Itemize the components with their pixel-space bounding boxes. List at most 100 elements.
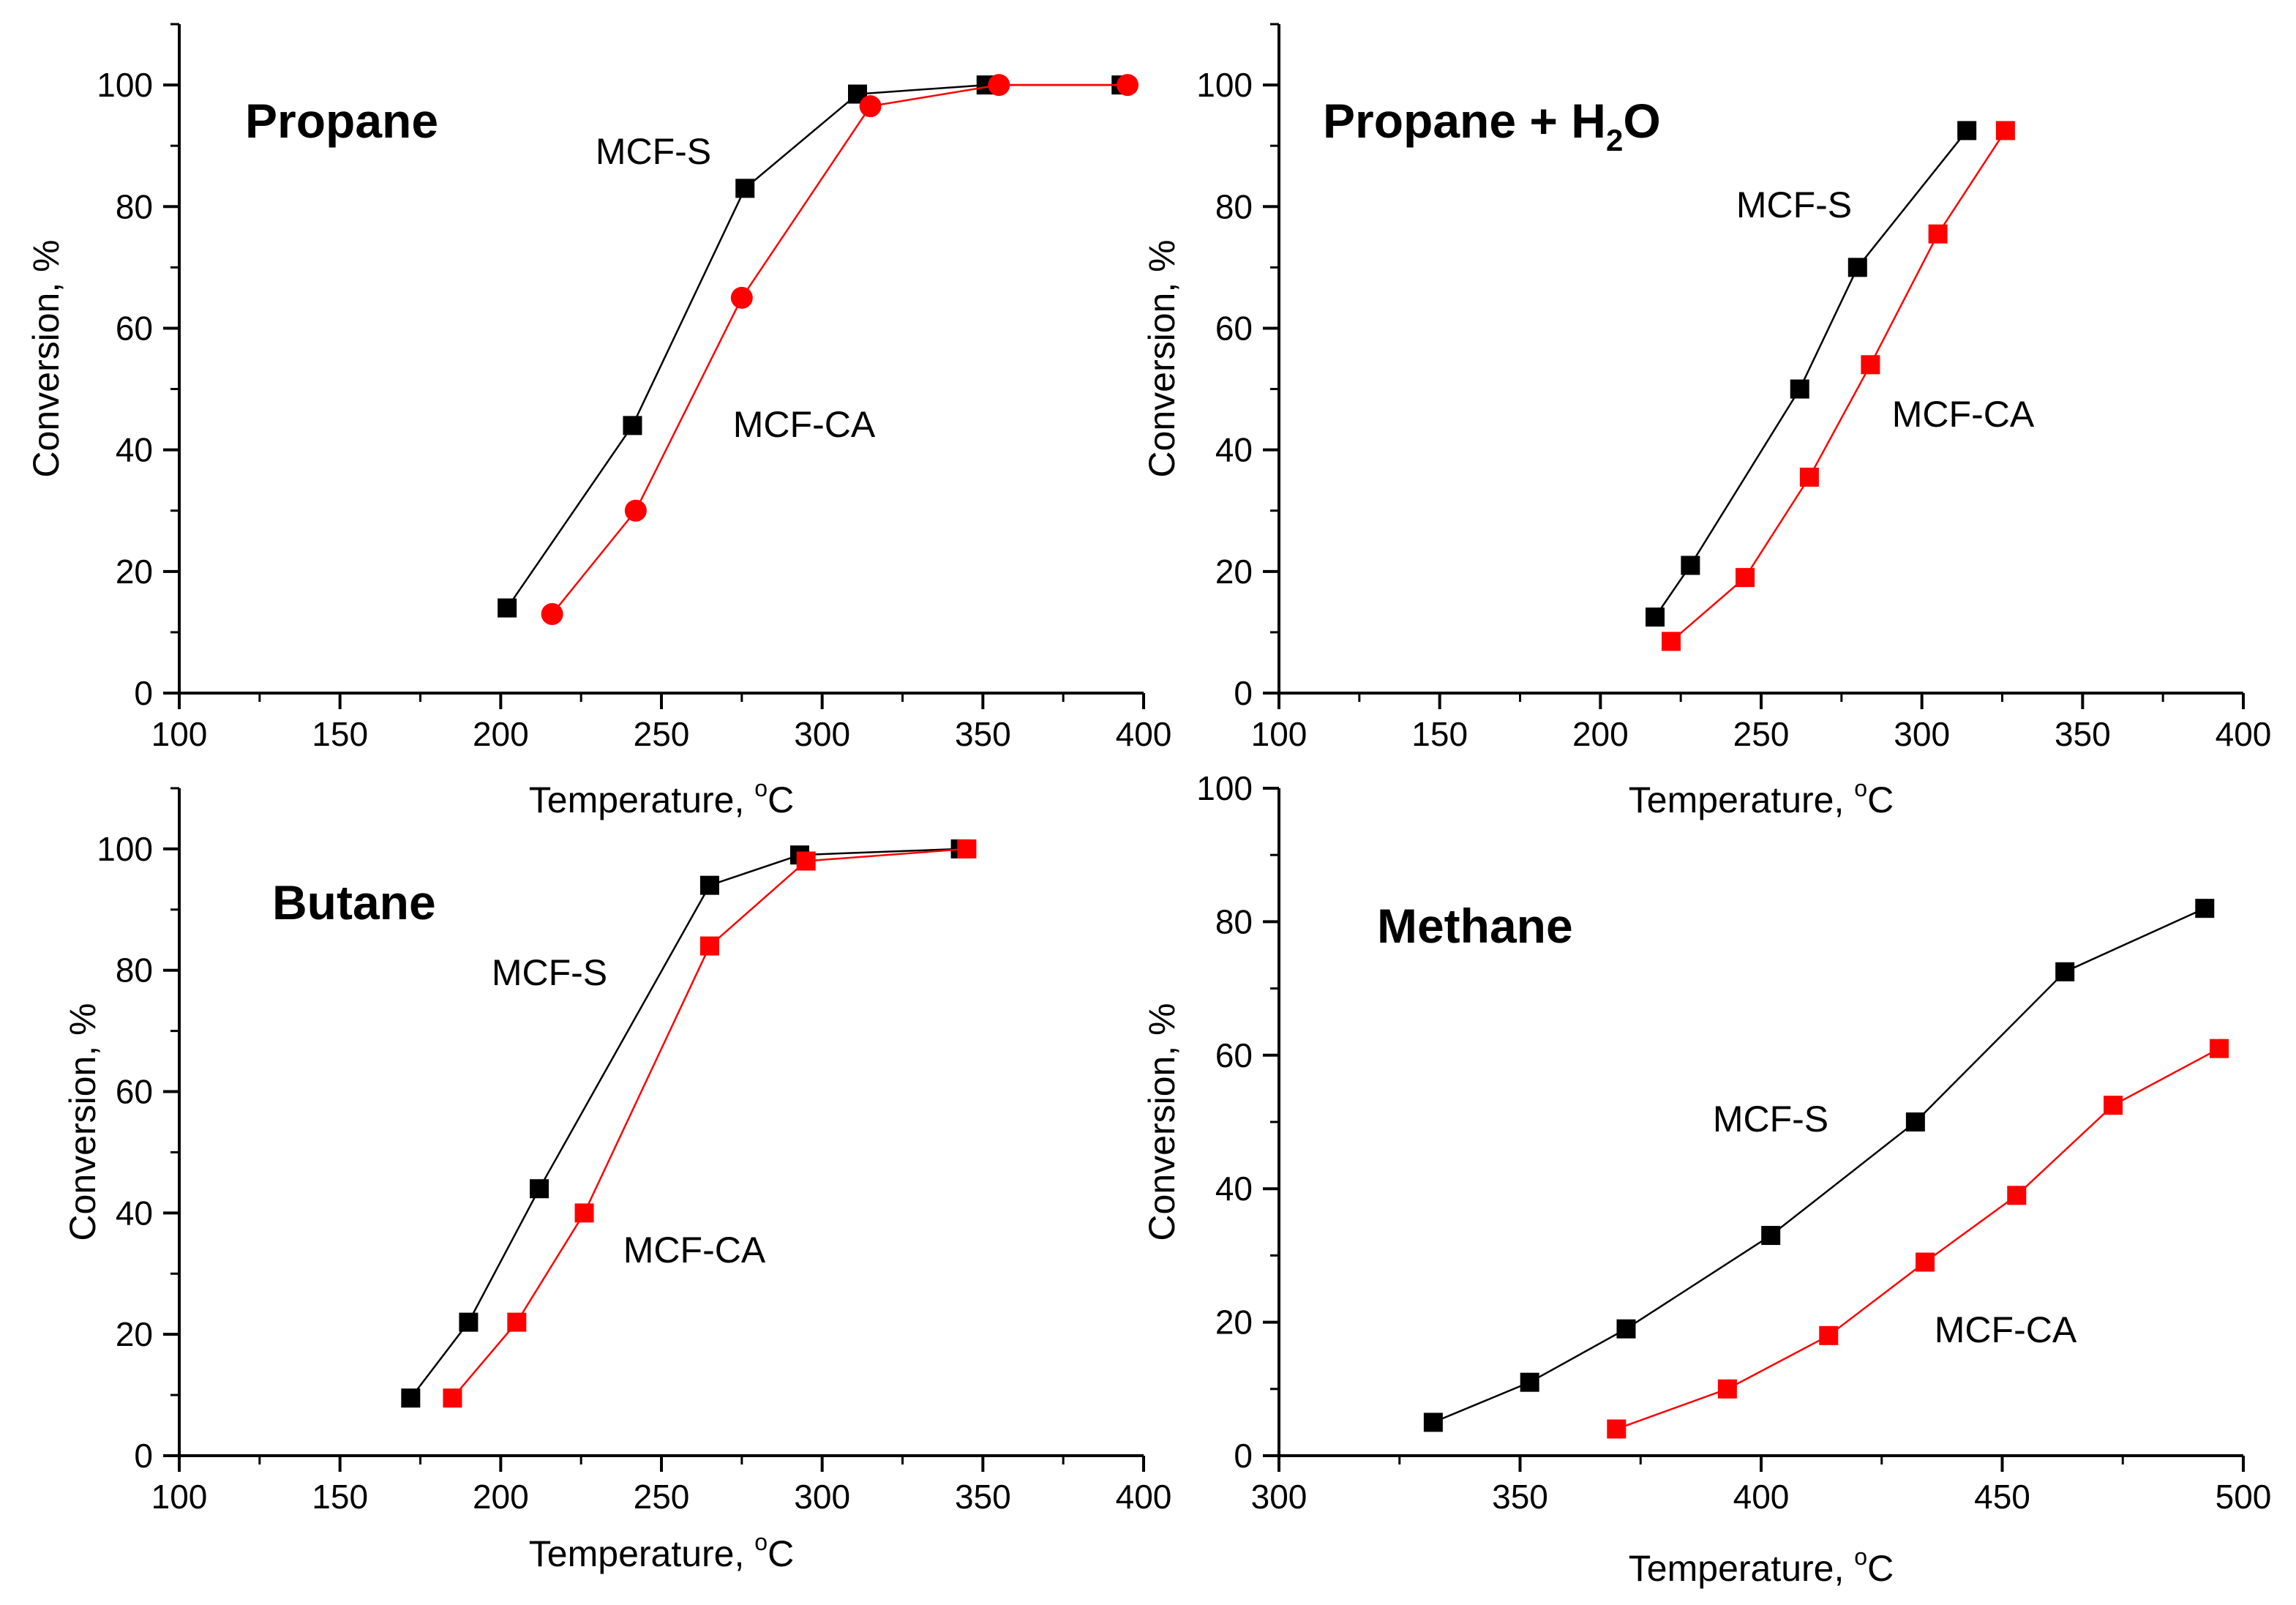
data-point	[624, 499, 647, 522]
degree-superscript: o	[1854, 775, 1867, 801]
y-tick-label: 60	[1215, 309, 1253, 347]
y-tick-label: 60	[116, 1073, 153, 1111]
data-point	[1847, 258, 1867, 277]
data-point	[1616, 1319, 1636, 1339]
series-line-mcf-ca	[1670, 130, 2006, 643]
panel-title-text: Propane	[245, 94, 438, 148]
x-axis-label: Temperature, oC	[1629, 775, 1894, 820]
x-axis-label-text: Temperature,	[529, 779, 754, 820]
x-axis-unit: C	[1867, 1548, 1894, 1589]
y-tick-label: 0	[134, 674, 153, 712]
data-point	[859, 95, 882, 118]
x-tick-label: 250	[634, 715, 690, 753]
x-tick-label: 350	[955, 715, 1011, 753]
y-tick-label: 20	[116, 1315, 153, 1353]
y-axis-label: Conversion, %	[62, 1003, 103, 1241]
x-tick-label: 150	[1411, 715, 1468, 753]
data-point	[507, 1312, 527, 1332]
panel-title: Methane	[1377, 899, 1573, 953]
y-tick-label: 20	[116, 553, 153, 591]
x-axis-label-text: Temperature,	[529, 1533, 754, 1574]
y-tick-label: 40	[116, 431, 153, 469]
data-point	[699, 875, 719, 895]
data-point	[988, 74, 1010, 97]
y-axis-label: Conversion, %	[26, 239, 67, 477]
data-point	[957, 839, 977, 858]
x-tick-label: 300	[794, 1478, 850, 1516]
series-label-mcf-s: MCF-S	[1736, 184, 1852, 225]
x-axis-label: Temperature, oC	[1629, 1544, 1894, 1589]
series-label-mcf-ca: MCF-CA	[1892, 394, 2035, 435]
data-point	[730, 286, 753, 309]
series-line-mcf-ca	[451, 848, 967, 1399]
panel-propane-h2o: 100 150 200 250 300 350 400 0 20 40 60 80 100 Tempera…	[1141, 23, 2271, 820]
y-tick-label: 0	[1234, 674, 1253, 712]
data-point	[2195, 899, 2215, 919]
panel-methane: 300 350 400 450 500 0 20 40 60 80 100 Temperature, …	[1141, 769, 2271, 1589]
panel-title: Butane	[272, 875, 436, 929]
y-tick-label: 100	[1196, 66, 1253, 104]
data-point	[1661, 632, 1681, 651]
panel-propane: 100 150 200 250 300 350 400 0 20 40 60 80 100 Tempera…	[26, 23, 1171, 820]
series-label-mcf-s: MCF-S	[596, 131, 711, 172]
x-tick-label: 300	[794, 715, 850, 753]
x-tick-label: 200	[473, 715, 529, 753]
y-tick-label: 60	[1215, 1036, 1253, 1074]
y-tick-label: 0	[1234, 1437, 1253, 1475]
x-tick-label: 100	[1251, 715, 1308, 753]
panel-title-subscript: 2	[1606, 123, 1623, 157]
y-tick-label: 40	[1215, 431, 1253, 469]
data-point	[1520, 1372, 1539, 1392]
y-tick-label: 40	[1215, 1170, 1253, 1208]
data-point	[2007, 1186, 2027, 1205]
data-point	[1819, 1325, 1839, 1345]
data-point	[1799, 468, 1819, 487]
data-point	[2210, 1039, 2229, 1058]
x-axis-label-text: Temperature,	[1629, 779, 1854, 820]
data-point	[1790, 379, 1809, 399]
data-point	[1607, 1419, 1627, 1439]
x-axis-unit: C	[1867, 779, 1894, 820]
data-point	[498, 598, 517, 618]
data-point	[1928, 224, 1948, 244]
panel-title-text: Methane	[1377, 899, 1573, 953]
y-tick-label: 60	[116, 309, 153, 347]
data-point	[735, 179, 755, 198]
x-axis-label: Temperature, oC	[529, 775, 794, 820]
data-point	[1423, 1413, 1443, 1432]
x-tick-label: 250	[1733, 715, 1790, 753]
data-point	[1905, 1112, 1925, 1131]
y-tick-label: 100	[1196, 769, 1253, 807]
degree-superscript: o	[754, 1529, 768, 1555]
degree-superscript: o	[1854, 1544, 1867, 1570]
series-label-mcf-ca: MCF-CA	[733, 404, 876, 445]
x-tick-label: 200	[1572, 715, 1629, 753]
data-point	[1957, 121, 1977, 141]
series-label-mcf-s: MCF-S	[1713, 1099, 1828, 1140]
series-label-mcf-s: MCF-S	[492, 952, 607, 993]
y-tick-label: 40	[116, 1194, 153, 1232]
y-tick-label: 80	[116, 187, 153, 225]
panel-title-text: Propane + H	[1323, 94, 1606, 148]
data-point	[401, 1388, 421, 1408]
panel-butane: 100 150 200 250 300 350 400 0 20 40 60 80 100 Tempera…	[62, 787, 1171, 1574]
y-tick-label: 80	[1215, 187, 1253, 225]
data-point	[1916, 1252, 1935, 1272]
data-point	[699, 936, 719, 956]
y-tick-label: 100	[97, 66, 153, 104]
series-line-mcf-ca	[551, 83, 1128, 615]
y-tick-label: 80	[1215, 902, 1253, 940]
x-tick-label: 450	[1974, 1478, 2030, 1516]
y-tick-label: 20	[1215, 1303, 1253, 1342]
data-point	[1646, 607, 1665, 627]
data-point	[574, 1203, 594, 1223]
panel-title: Propane + H2O	[1323, 94, 1661, 157]
data-point	[2055, 962, 2075, 981]
degree-superscript: o	[754, 775, 768, 801]
data-point	[1736, 568, 1755, 588]
x-axis-unit: C	[768, 1533, 794, 1574]
series-label-mcf-ca: MCF-CA	[1935, 1309, 2077, 1350]
y-axis-label: Conversion, %	[1141, 239, 1182, 477]
x-tick-label: 150	[312, 715, 368, 753]
data-point	[1861, 355, 1880, 375]
